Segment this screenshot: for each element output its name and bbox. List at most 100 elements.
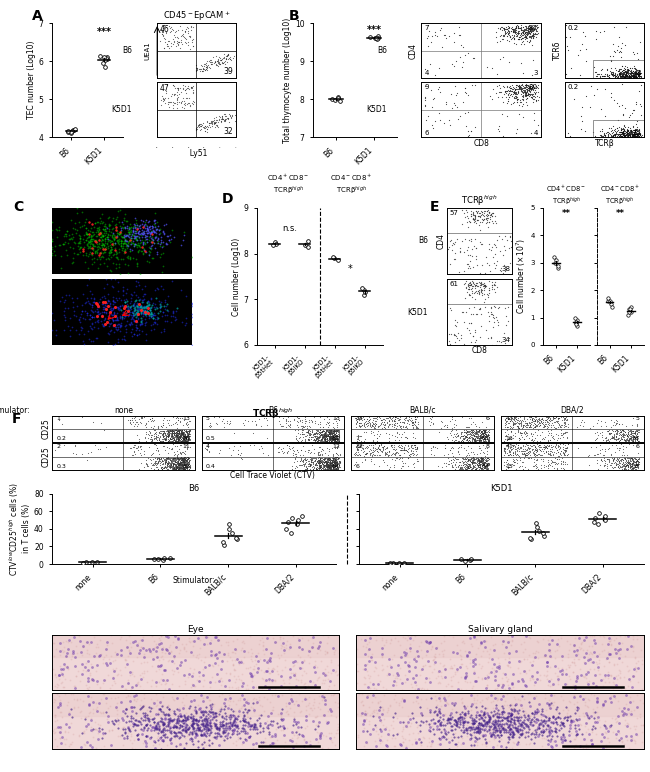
Point (620, 70, 630, 83)
Point (549, 684, 560, 696)
Point (138, 228, 148, 240)
Point (606, 424, 617, 436)
Point (535, 669, 545, 682)
Point (474, 713, 484, 725)
Point (530, 706, 540, 718)
Point (77, 232, 88, 245)
Point (475, 709, 486, 721)
Point (471, 648, 481, 660)
Point (326, 459, 337, 472)
Point (313, 424, 323, 436)
Point (621, 460, 632, 472)
Point (85, 739, 96, 751)
Point (153, 452, 164, 464)
Point (257, 672, 267, 684)
Point (169, 652, 179, 664)
Point (101, 253, 111, 266)
Point (515, 27, 526, 39)
Point (388, 679, 398, 692)
Point (408, 459, 419, 471)
Point (475, 455, 486, 468)
Point (333, 431, 344, 443)
Point (489, 210, 500, 222)
Point (473, 210, 483, 222)
Point (627, 456, 637, 469)
Point (177, 427, 188, 439)
Point (179, 462, 189, 474)
Point (281, 642, 291, 654)
Point (473, 461, 483, 473)
Point (330, 456, 341, 469)
Point (315, 441, 326, 453)
Point (432, 30, 442, 42)
Point (595, 68, 606, 80)
Point (454, 721, 465, 733)
Point (604, 69, 614, 81)
Point (392, 672, 402, 685)
Point (622, 456, 632, 469)
Point (622, 69, 632, 82)
Point (502, 730, 513, 742)
Point (528, 438, 539, 451)
Point (125, 301, 136, 313)
Point (590, 426, 600, 438)
Point (120, 310, 131, 323)
Point (604, 452, 614, 465)
Point (179, 452, 189, 465)
Point (214, 721, 224, 733)
Point (100, 232, 110, 244)
Point (495, 726, 506, 738)
Point (517, 427, 527, 439)
Point (613, 39, 623, 52)
Point (486, 729, 496, 741)
Point (107, 215, 118, 227)
Point (545, 445, 555, 457)
Point (298, 424, 309, 436)
Point (146, 306, 157, 319)
Point (384, 435, 395, 448)
Point (228, 725, 239, 737)
Point (274, 411, 284, 423)
Point (86, 556, 97, 568)
Point (213, 56, 224, 69)
Point (460, 86, 470, 99)
Point (332, 462, 343, 475)
Point (145, 427, 155, 439)
Point (332, 458, 342, 470)
Point (255, 719, 265, 731)
Point (551, 644, 562, 656)
Point (93, 641, 103, 653)
Point (556, 736, 567, 748)
Point (489, 674, 500, 686)
Point (621, 66, 631, 78)
Point (306, 455, 317, 468)
Point (488, 93, 498, 105)
Point (322, 426, 333, 438)
Point (308, 432, 318, 444)
Point (377, 445, 387, 457)
Point (519, 448, 530, 460)
Point (554, 443, 564, 455)
Point (511, 127, 521, 140)
Point (197, 66, 207, 78)
Point (209, 411, 219, 424)
Point (619, 433, 630, 445)
Point (537, 433, 547, 445)
Point (158, 462, 168, 474)
Point (625, 691, 635, 703)
Point (99, 243, 110, 256)
Point (82, 228, 92, 240)
Point (472, 725, 482, 737)
Point (328, 251, 338, 263)
Point (478, 455, 488, 467)
Point (170, 427, 180, 439)
Point (523, 24, 533, 36)
Point (214, 707, 224, 720)
Point (503, 413, 514, 425)
Point (504, 445, 514, 458)
Point (330, 428, 341, 440)
Point (624, 69, 634, 81)
Point (82, 454, 92, 466)
Point (179, 710, 190, 723)
Point (471, 425, 481, 437)
